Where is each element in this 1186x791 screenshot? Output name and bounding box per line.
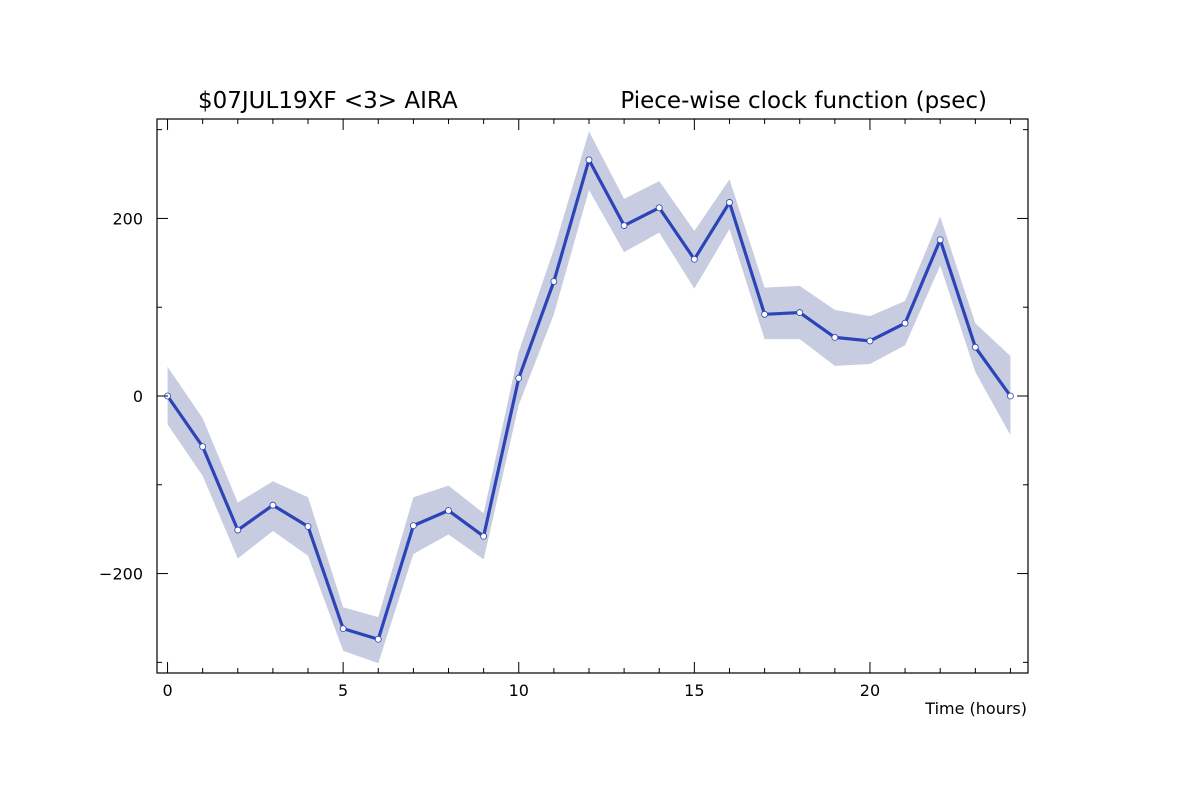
data-point <box>936 236 944 244</box>
data-point <box>374 635 382 643</box>
clock-function-line <box>166 158 1012 641</box>
chart-title-right: Piece-wise clock function (psec) <box>620 88 987 114</box>
data-point <box>269 501 277 509</box>
data-point <box>409 522 417 530</box>
data-point <box>761 310 768 318</box>
x-tick-label: 10 <box>509 681 529 700</box>
data-point <box>831 334 839 341</box>
data-point <box>585 156 593 164</box>
x-tick-label: 5 <box>338 681 348 700</box>
data-point <box>690 255 698 263</box>
data-point <box>901 319 909 327</box>
x-axis-label: Time (hours) <box>924 699 1027 718</box>
data-point <box>234 526 242 534</box>
plot-frame <box>156 118 1029 674</box>
data-point <box>550 278 558 285</box>
x-tick-label: 0 <box>162 681 172 700</box>
x-tick-label: 15 <box>684 681 704 700</box>
data-point <box>620 222 628 229</box>
data-point <box>1007 392 1014 400</box>
y-tick-label: 0 <box>133 387 143 406</box>
data-point <box>199 443 207 451</box>
data-point <box>304 523 312 530</box>
data-point <box>480 532 488 540</box>
data-point <box>445 507 452 514</box>
data-point <box>655 204 663 212</box>
x-tick-label: 20 <box>860 681 880 700</box>
data-point <box>796 309 804 316</box>
uncertainty-band <box>167 131 1011 664</box>
data-point <box>339 625 347 633</box>
data-point <box>971 343 979 351</box>
data-point <box>866 337 874 345</box>
y-tick-label: 200 <box>112 209 143 228</box>
data-point <box>726 199 733 206</box>
data-point <box>515 374 523 382</box>
y-tick-label: −200 <box>99 565 143 584</box>
chart-title-left: $07JUL19XF <3> AIRA <box>198 88 458 114</box>
